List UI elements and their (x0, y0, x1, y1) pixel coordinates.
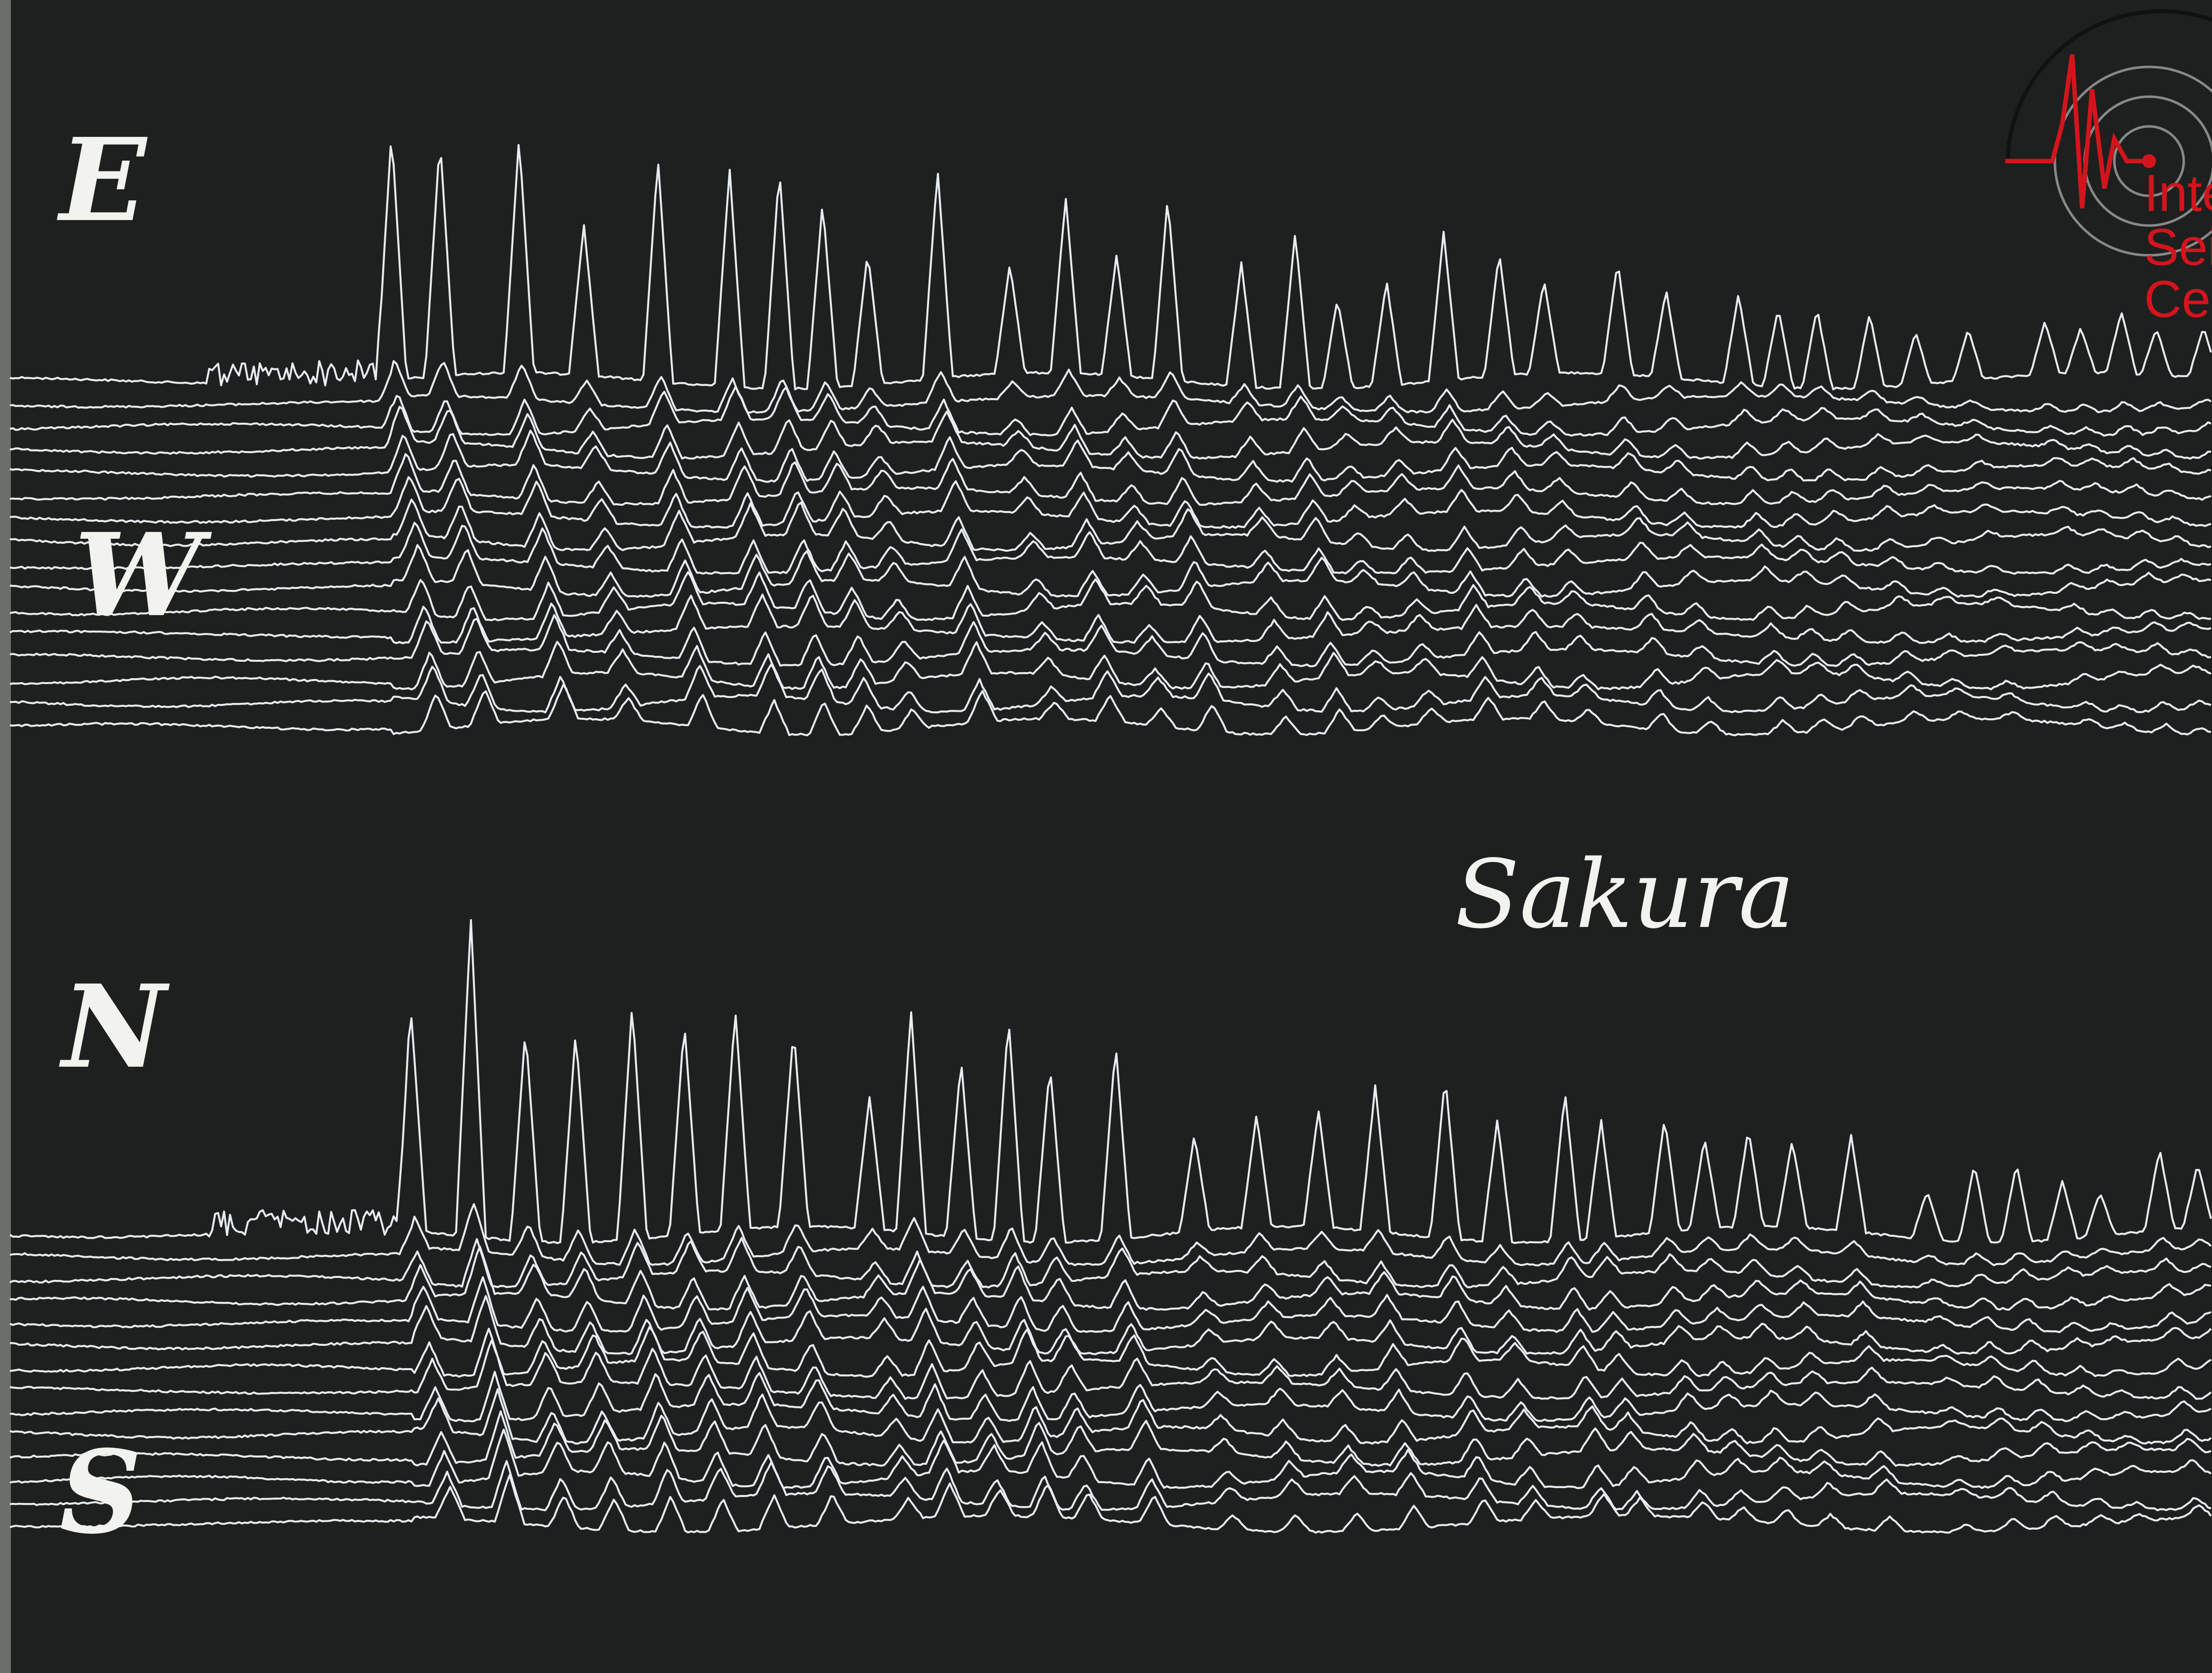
trace (9, 498, 2212, 552)
trace (9, 476, 2212, 529)
trace (9, 360, 2212, 414)
paper-edge (0, 0, 11, 1673)
trace (9, 919, 2212, 1244)
trace (9, 544, 2212, 598)
trace (9, 385, 2212, 437)
trace (9, 144, 2212, 391)
trace (9, 571, 2212, 622)
trace (9, 593, 2212, 644)
trace (9, 684, 2212, 737)
logo-dot (2142, 154, 2156, 168)
logo-arc (2006, 9, 2212, 159)
component-label: W (74, 509, 212, 642)
trace (9, 640, 2212, 691)
trace (9, 1371, 2212, 1423)
component-label: N (58, 960, 170, 1094)
logo: Inte Seis Cen (2005, 9, 2212, 329)
trace (9, 521, 2212, 575)
logo-text: Inte (2144, 165, 2212, 223)
trace (9, 1460, 2212, 1511)
component-label: E (57, 114, 148, 247)
trace (9, 1474, 2212, 1534)
trace (9, 1326, 2212, 1378)
trace (9, 1276, 2212, 1333)
component-label: S (59, 1426, 142, 1559)
station-name: Sakura (1455, 840, 1795, 949)
logo-ring (2113, 125, 2185, 197)
trace (9, 614, 2212, 667)
trace (9, 1429, 2212, 1489)
trace (10, 1295, 2212, 1355)
trace (9, 405, 2212, 460)
trace (9, 453, 2212, 506)
trace (9, 1388, 2212, 1445)
trace (10, 1245, 2212, 1311)
trace (9, 1410, 2212, 1467)
traces (9, 144, 2212, 1534)
logo-text: Seis (2144, 219, 2212, 277)
trace (9, 1339, 2212, 1400)
trace (9, 1237, 2212, 1289)
trace (9, 663, 2212, 714)
logo-wave (2005, 54, 2149, 209)
trace (9, 1203, 2212, 1267)
logo-ring (2053, 65, 2212, 257)
logo-text: Cen (2144, 271, 2212, 329)
trace (9, 429, 2212, 483)
